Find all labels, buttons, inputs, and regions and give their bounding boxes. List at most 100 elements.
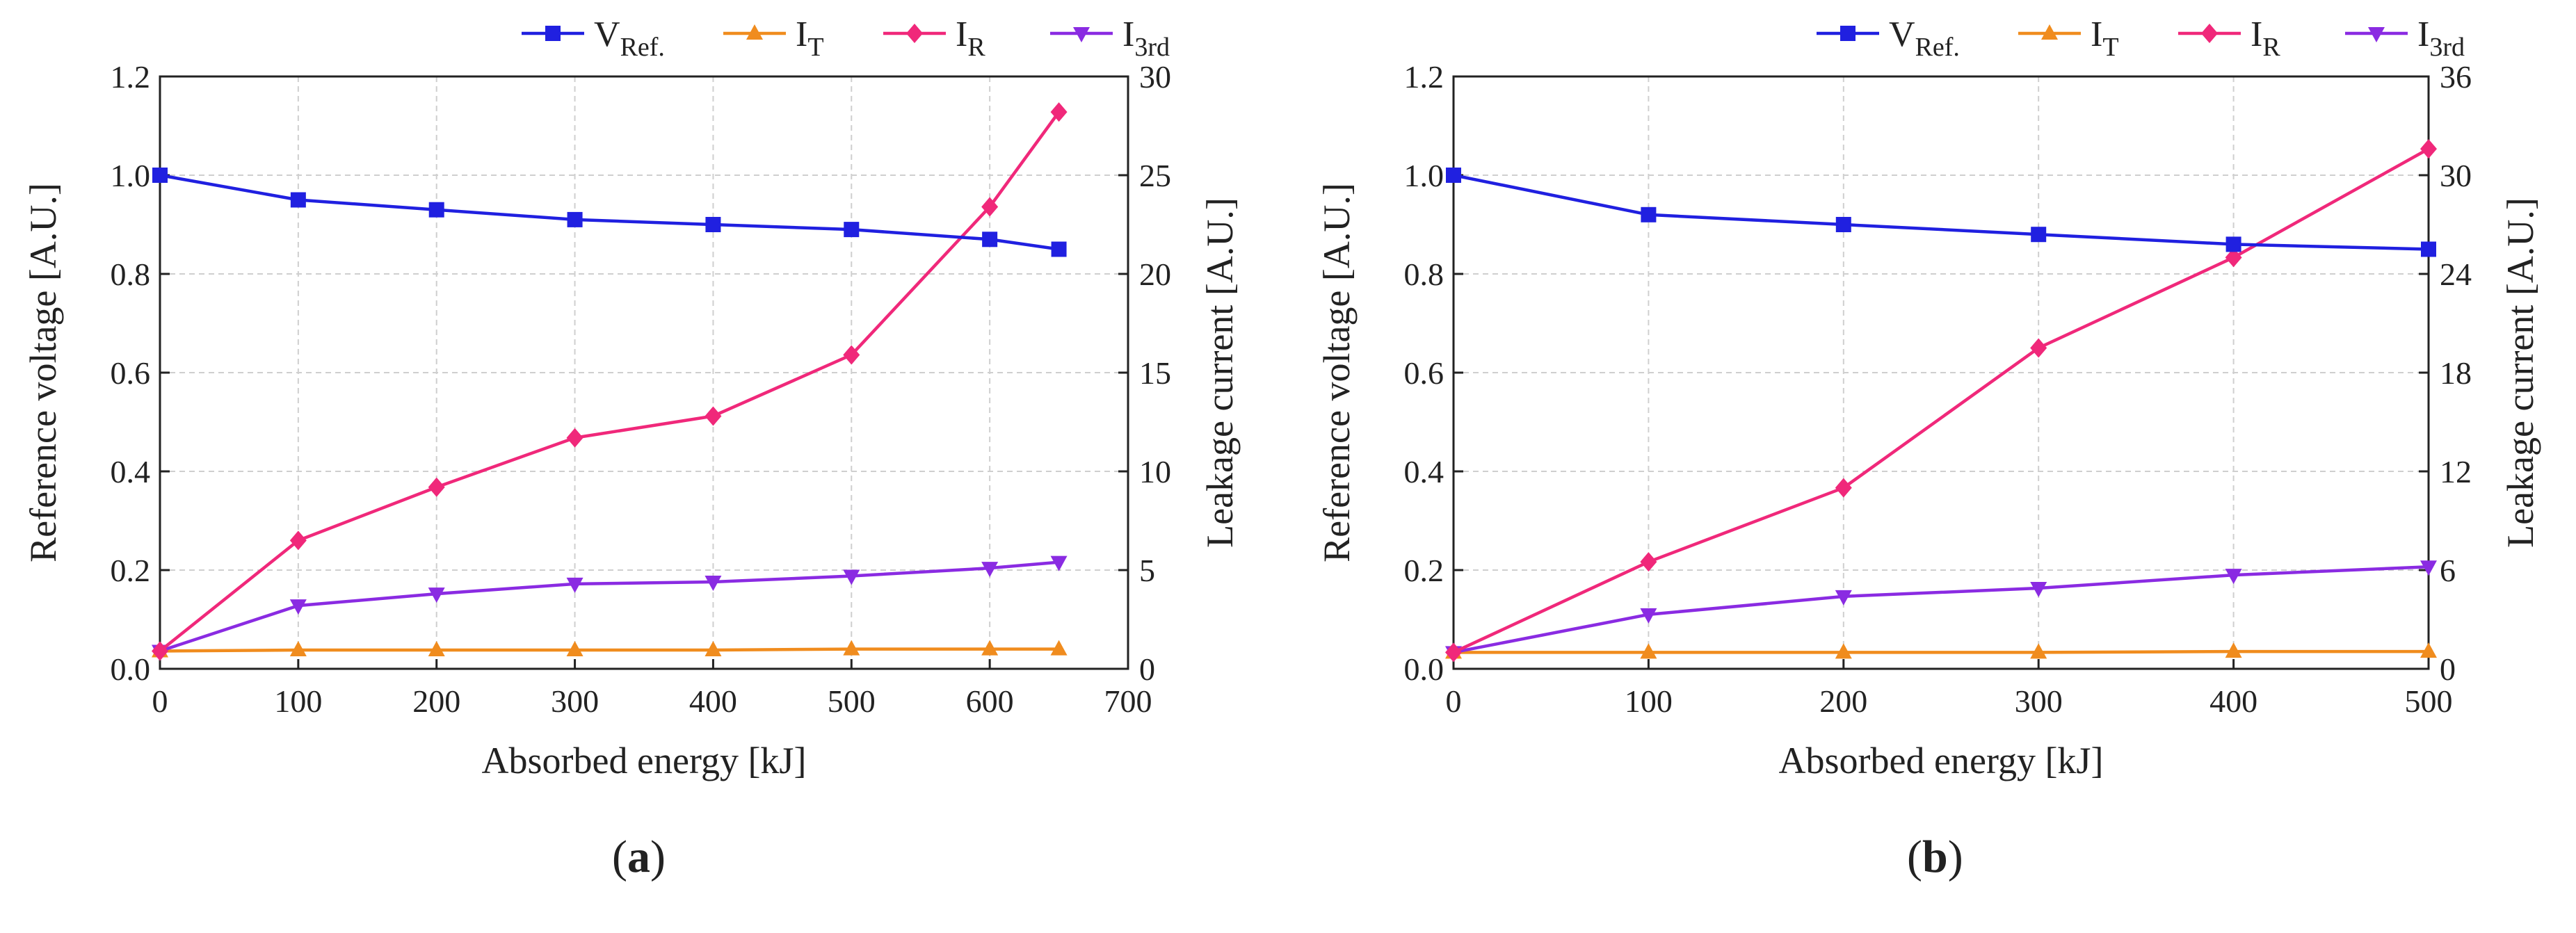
x-tick-label-b-2: 200 (1819, 683, 1867, 719)
point-it-b-4 (2225, 642, 2242, 658)
point-ir-b-4 (2225, 248, 2242, 268)
y-tick-label-a-1: 0.2 (111, 553, 151, 588)
y2-tick-label-a-0: 0 (1139, 651, 1155, 687)
y2-axis-title-b: Leakage current [A.U.] (2499, 197, 2541, 548)
point-i3rd-b-4 (2225, 569, 2242, 585)
point-vref-a-0 (152, 168, 168, 183)
point-vref-a-4 (705, 217, 721, 232)
panel-label-b-close: ) (1947, 831, 1963, 882)
legend-label-main-i3rd-a: I (1122, 15, 1134, 54)
point-i3rd-a-2 (428, 587, 445, 603)
panel-label-a-open: ( (612, 831, 627, 882)
panel-label-a: (a) (612, 831, 666, 884)
y-tick-label-b-2: 0.4 (1404, 454, 1444, 489)
point-it-a-5 (843, 640, 860, 656)
x-tick-label-a-4: 400 (689, 683, 737, 719)
point-i3rd-a-5 (843, 569, 860, 585)
point-i3rd-b-3 (2030, 582, 2047, 598)
x-axis-title-b: Absorbed energy [kJ] (1779, 740, 2104, 781)
y2-tick-label-a-4: 20 (1139, 257, 1171, 292)
y2-tick-label-a-2: 10 (1139, 454, 1171, 489)
legend-marker-vref-b (1840, 26, 1855, 41)
point-vref-a-2 (428, 202, 444, 218)
series-i3rd-b (1445, 560, 2437, 662)
y-axis-title-b: Reference voltage [A.U.] (1316, 183, 1358, 562)
y-tick-label-a-4: 0.8 (111, 257, 151, 292)
y-tick-label-a-6: 1.2 (111, 59, 151, 95)
y-tick-label-b-1: 0.2 (1404, 553, 1444, 588)
point-vref-b-5 (2421, 241, 2436, 257)
legend-marker-i3rd-a (1073, 27, 1090, 42)
point-vref-a-3 (567, 211, 583, 227)
chart-a-svg: 0 100 200 300 400 500 600 7000.00.20.40.60.81.0… (22, 15, 1241, 781)
point-ir-a-6 (981, 197, 999, 217)
point-i3rd-a-3 (566, 577, 583, 593)
chart-b-svg: 0 100 200 300 400 500 0.0 0.2 0.4 0.6 0.8 1.0 1.2 0 6 1… (1316, 15, 2541, 781)
y2-tick-label-b-0: 0 (2440, 651, 2456, 687)
legend-label-sub-ir-a: R (967, 33, 985, 62)
point-ir-a-2 (428, 477, 445, 497)
x-tick-label-b-3: 300 (2015, 683, 2063, 719)
legend-label-i3rd-b: I3rd (2417, 15, 2465, 62)
point-ir-b-3 (2030, 338, 2047, 358)
legend-label-sub-it-a: T (807, 33, 823, 62)
series-vref-a (152, 168, 1067, 257)
legend-label-vref-b: VRef. (1889, 15, 1960, 62)
x-tick-label-b-5: 500 (2405, 683, 2453, 719)
point-it-a-2 (428, 641, 445, 657)
x-tick-label-a-1: 100 (274, 683, 322, 719)
point-ir-b-5 (2420, 139, 2437, 159)
point-vref-b-4 (2225, 236, 2241, 252)
point-it-a-7 (1050, 640, 1068, 656)
x-tick-label-a-2: 200 (412, 683, 460, 719)
point-ir-a-0 (152, 641, 168, 661)
series-line-it-a (159, 647, 1059, 653)
legend-marker-i3rd-b (2368, 27, 2385, 42)
y-tick-label-b-5: 1.0 (1404, 158, 1444, 193)
series-ir-a (152, 102, 1068, 661)
y2-tick-label-b-2: 12 (2440, 454, 2472, 489)
legend-label-sub-i3rd-b: 3rd (2429, 33, 2465, 62)
legend-marker-it-b (2041, 24, 2058, 40)
y-tick-label-b-4: 0.8 (1404, 257, 1444, 292)
point-ir-a-5 (843, 345, 860, 365)
legend-label-sub-ir-b: R (2262, 33, 2280, 62)
y2-tick-label-a-6: 30 (1139, 59, 1171, 95)
legend-label-ir-a: IR (956, 15, 985, 62)
legend-marker-ir-a (906, 24, 923, 43)
x-tick-label-a-3: 300 (551, 683, 599, 719)
series-line-i3rd-a (159, 560, 1059, 653)
chart-panel-a: 0 100 200 300 400 500 600 700 0.0 0.2 0.4 0.6 0.8 1.0… (22, 15, 1241, 884)
series-line-vref-b (1453, 173, 2429, 251)
x-tick-label-a-6: 600 (966, 683, 1014, 719)
panel-label-b: (b) (1907, 831, 1963, 884)
y-tick-label-a-5: 1.0 (111, 158, 151, 193)
chart-panel-b: 0 100 200 300 400 500 0.0 0.2 0.4 0.6 0.8 1.0 1.2 0 6 1… (1288, 0, 2576, 933)
point-it-b-2 (1835, 643, 1852, 659)
legend-a: VRef. IT IR I3rd (522, 15, 1170, 62)
series-line-ir-b (1453, 147, 2430, 654)
series-i3rd-a (152, 555, 1068, 660)
legend-label-main-i3rd-b: I (2417, 15, 2429, 54)
y2-tick-label-a-3: 15 (1139, 355, 1171, 391)
legend-label-main-vref-a: V (594, 15, 620, 54)
point-i3rd-a-1 (289, 599, 307, 615)
point-it-b-5 (2420, 642, 2437, 658)
legend-marker-it-a (746, 24, 763, 40)
legend-b: VRef. IT IR I3rd (1817, 15, 2465, 62)
point-it-a-6 (981, 640, 999, 656)
legend-label-sub-vref-b: Ref. (1915, 33, 1960, 62)
point-it-b-3 (2030, 643, 2047, 659)
legend-marker-ir-b (2201, 24, 2218, 43)
y-tick-label-b-6: 1.2 (1404, 59, 1444, 95)
y-tick-label-a-2: 0.4 (111, 454, 151, 489)
legend-label-main-vref-b: V (1889, 15, 1915, 54)
y-tick-label-a-3: 0.6 (111, 355, 151, 391)
point-i3rd-a-6 (981, 562, 999, 578)
series-line-ir-a (159, 111, 1061, 653)
point-ir-a-1 (289, 530, 307, 551)
y2-tick-label-b-1: 6 (2440, 553, 2456, 588)
panel-label-a-letter: a (627, 831, 650, 882)
series-line-vref-a (159, 173, 1059, 251)
panel-label-a-close: ) (650, 831, 666, 882)
